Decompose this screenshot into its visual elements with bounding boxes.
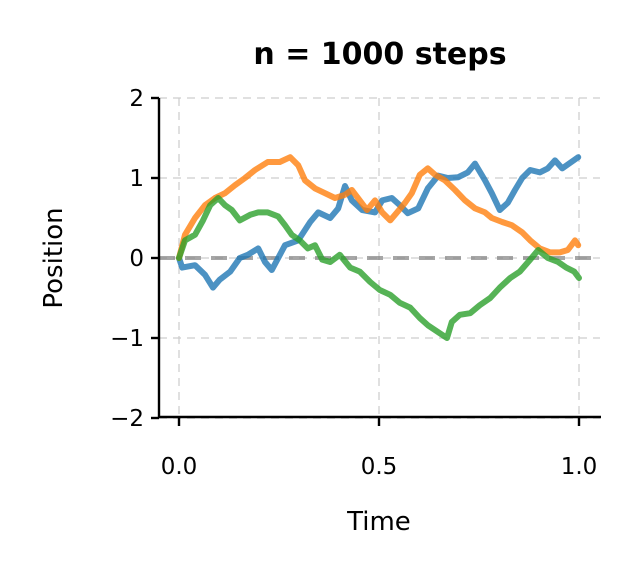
x-axis-label: Time: [346, 507, 411, 537]
series-line-2: [176, 154, 582, 261]
y-tick-label: 2: [129, 86, 144, 112]
y-axis-label: Position: [39, 207, 69, 308]
x-tick-label: 1.0: [561, 454, 598, 480]
y-axis-ticks: 2 1 0 −1 −2: [110, 86, 159, 432]
y-tick-label: −1: [110, 326, 144, 352]
series-group: [176, 154, 582, 341]
series-line-1: [176, 154, 582, 291]
y-tick-label: 0: [129, 246, 144, 272]
x-axis-ticks: 0.0 0.5 1.0: [161, 417, 598, 480]
x-tick-label: 0.0: [161, 454, 198, 480]
chart-title: n = 1000 steps: [253, 37, 506, 72]
x-tick-label: 0.5: [361, 454, 398, 480]
y-tick-label: 1: [129, 166, 144, 192]
y-tick-label: −2: [110, 406, 144, 432]
series-line-3: [176, 195, 582, 341]
